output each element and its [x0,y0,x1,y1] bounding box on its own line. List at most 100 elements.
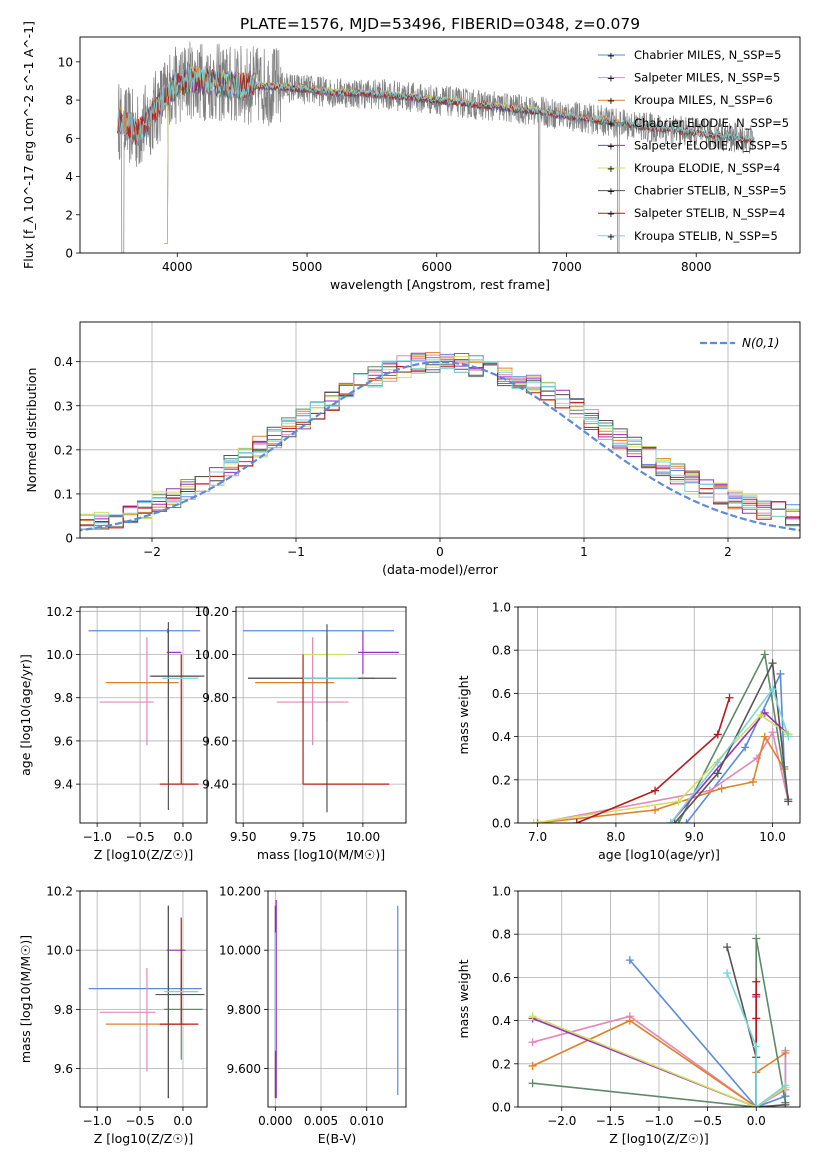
x-tick-label: −0.5 [125,1114,154,1128]
weight-marker [768,659,777,668]
axes-frame [79,890,208,1108]
axes-frame [267,890,407,1108]
legend-label: Chabrier STELIB, N_SSP=5 [634,184,786,198]
panel-mass-vs-Z: −1.0 −0.5 0.0 9.6 9.8 10.0 10.2 Z [log10(Z/Z☉)]… [18,885,208,1146]
y-tick-label: 10.200 [219,885,261,899]
errorbar-point [151,622,205,811]
legend-label: Chabrier MILES, N_SSP=5 [634,48,781,62]
weight-line [674,660,790,823]
axes-frame [79,606,208,824]
x-tick-label: 4000 [162,260,193,274]
x-tick-label: 7.0 [528,830,547,844]
model-spectrum [117,68,755,145]
weight-marker [713,769,722,778]
panel-weight-vs-Z: −2.0 −1.5 −1.0 −0.5 0.0 0.0 0.2 0.4 0.6 0.8 1.0 Z [… [456,885,801,1146]
x-tick-label: −2.0 [547,1114,576,1128]
legend-label: Salpeter STELIB, N_SSP=4 [634,206,785,220]
x-tick-label: −1.0 [83,1114,112,1128]
y-tick-label: 8 [65,94,73,108]
weight-series [723,969,790,1107]
y-axis-label: mass weight [456,959,471,1038]
plot-area [528,934,790,1107]
x-tick-label: 2 [724,545,732,559]
y-tick-label: 0.1 [54,487,73,501]
y-tick-label: 0.4 [492,1014,511,1028]
weight-marker [760,732,769,741]
legend-marker: + [607,209,615,220]
x-tick-label: 7000 [551,260,582,274]
errorbar-point [159,917,199,1025]
panel-age-vs-Z: −1.0 −0.5 0.0 9.4 9.6 9.8 10.0 10.2 Z [log10(Z/Z… [18,605,208,862]
weight-marker [781,1049,790,1057]
y-tick-label: 9.800 [227,1003,261,1017]
x-axis-label: Z [log10(Z/Z☉)] [94,1131,194,1146]
histogram-series [80,359,800,530]
y-axis-label: Normed distribution [24,368,39,493]
errorbar-point [164,959,203,1060]
panel-age-vs-mass: 9.50 9.75 10.00 9.40 9.60 9.80 10.00 10.20 mass … [195,605,407,862]
y-tick-label: 6 [65,132,73,146]
x-tick-label: −1 [287,545,305,559]
weight-marker [713,730,722,739]
y-tick-label: 9.8 [54,1003,73,1017]
y-tick-label: 10.00 [195,648,229,662]
x-tick-label: 10.00 [346,830,380,844]
weight-marker [768,728,777,737]
errorbar-point [99,637,154,746]
y-tick-label: 0.4 [54,355,73,369]
y-tick-label: 10.2 [46,605,73,619]
weight-marker [784,732,793,741]
weight-line [532,1015,786,1107]
x-tick-label: 0.0 [173,1114,192,1128]
y-tick-label: 1.0 [492,601,511,615]
legend-label: Chabrier ELODIE, N_SSP=5 [634,116,789,130]
y-tick-label: 0 [65,247,73,261]
legend-marker: + [607,96,615,107]
weight-line [670,687,790,823]
weight-marker [781,1100,790,1107]
x-axis-label: mass [log10(M/M☉)] [257,847,385,862]
normal-curve [80,360,800,532]
weight-marker [528,1012,537,1021]
y-tick-label: 0 [65,532,73,546]
weight-line [532,1019,786,1107]
panel-spectrum: 4000 5000 6000 7000 8000 0 2 4 6 8 10 wavelength [A… [21,21,801,292]
y-tick-label: 0.0 [492,817,511,831]
legend-marker: + [607,232,615,243]
legend-marker: + [607,187,615,198]
legend-label: N(0,1) [742,336,779,350]
y-tick-label: 9.6 [54,734,73,748]
weight-marker [682,819,691,823]
panel-residuals: −2 −1 0 1 2 0 0.1 0.2 0.3 0.4 (data-model)/error No… [24,321,801,577]
y-tick-label: 9.6 [54,1062,73,1076]
y-tick-label: 0.6 [492,971,511,985]
weight-marker [572,819,581,823]
weight-marker [752,977,761,986]
y-tick-label: 10.0 [46,944,73,958]
weight-marker [528,1079,537,1088]
x-tick-label: 0 [436,545,444,559]
weight-line [532,996,757,1107]
x-tick-label: 8000 [681,260,712,274]
y-tick-label: 0.2 [492,1057,511,1071]
weight-marker [625,1016,634,1025]
weight-marker [752,990,761,999]
weight-marker [651,806,660,815]
panel-mass-vs-EBV: 0.000 0.005 0.010 9.600 9.800 10.000 10.200 E(B… [219,885,407,1146]
x-tick-label: −1.0 [83,830,112,844]
weight-line [576,697,731,823]
x-tick-label: −0.5 [693,1114,722,1128]
errorbar-point [155,905,205,1099]
weight-marker [529,819,538,823]
x-tick-label: 10.0 [759,830,786,844]
weight-marker [670,819,679,823]
legend-marker: + [607,51,615,62]
axes-frame [235,606,407,824]
weight-marker [752,1014,761,1023]
model-spectrum [117,66,755,142]
y-axis-label: mass weight [456,675,471,754]
y-tick-label: 9.80 [202,691,229,705]
x-tick-label: 0.0 [173,830,192,844]
plot-area [88,905,205,1099]
legend-marker: + [607,164,615,175]
